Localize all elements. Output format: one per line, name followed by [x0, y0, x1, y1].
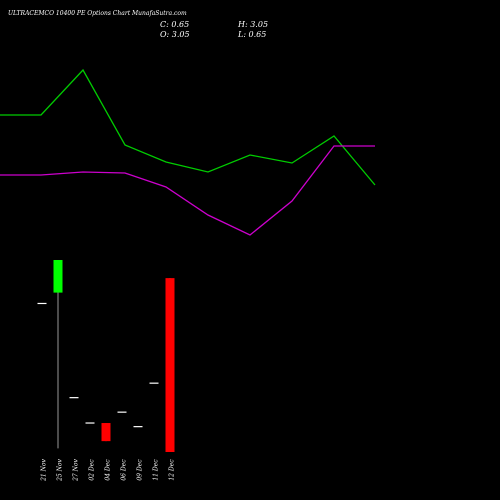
chart-title: ULTRACEMCO 10400 PE Options Chart Munafa…	[8, 10, 187, 17]
low-value: L: 0.65	[237, 30, 266, 39]
candle-4	[101, 423, 111, 442]
candle-body-1	[53, 260, 63, 293]
high-value: H: 3.05	[237, 20, 268, 29]
tick-label-2: 27 Nov	[73, 458, 80, 481]
tick-label-1: 25 Nov	[57, 458, 64, 481]
tick-label-4: 04 Dec	[105, 459, 112, 481]
x-axis-tick-labels: 21 Nov 25 Nov 27 Nov 02 Dec 04 Dec 06 Dec 09 D…	[41, 458, 176, 481]
candle-1	[53, 260, 63, 449]
indicator-lines	[0, 68, 376, 236]
indicator-line-0	[0, 68, 376, 186]
candle-8	[165, 278, 175, 452]
candle-body-4	[101, 423, 111, 442]
tick-label-5: 06 Dec	[121, 459, 128, 481]
candlesticks	[37, 260, 175, 452]
tick-label-8: 12 Dec	[169, 459, 176, 481]
indicator-line-1	[0, 145, 375, 236]
tick-label-6: 09 Dec	[137, 459, 144, 481]
tick-label-3: 02 Dec	[89, 459, 96, 481]
tick-label-7: 11 Dec	[153, 459, 160, 481]
tick-label-0: 21 Nov	[41, 458, 48, 481]
open-value: O: 3.05	[160, 30, 190, 39]
close-value: C: 0.65	[160, 20, 189, 29]
candle-body-8	[165, 278, 175, 452]
